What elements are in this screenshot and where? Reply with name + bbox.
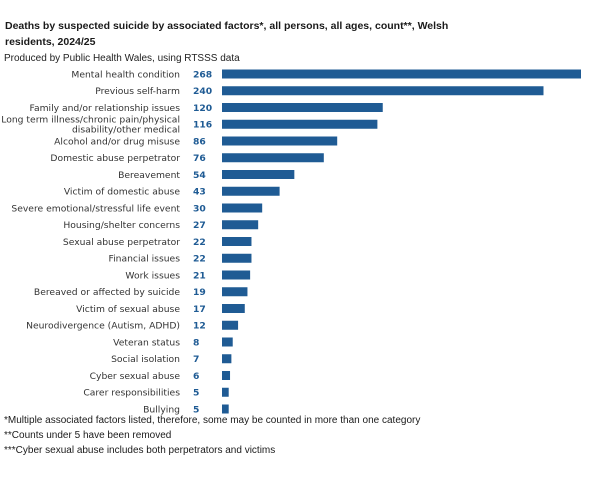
bar — [222, 103, 383, 112]
category-label: Carer responsibilities — [83, 388, 180, 399]
category-label: Sexual abuse perpetrator — [63, 237, 180, 248]
category-label: Cyber sexual abuse — [90, 371, 181, 382]
category-label: Social isolation — [111, 354, 180, 365]
footnote-multiple-factors: *Multiple associated factors listed, the… — [4, 415, 421, 426]
bar-row: Family and/or relationship issues 120 — [30, 103, 383, 114]
bar — [222, 371, 231, 380]
bar-row: Bereaved or affected by suicide 19 — [34, 287, 248, 298]
value-label: 120 — [193, 103, 212, 114]
bar-row: Housing/shelter concerns 27 — [63, 220, 259, 231]
value-label: 116 — [193, 120, 212, 131]
bar-row: Severe emotional/stressful life event 30 — [11, 203, 263, 214]
bar-row: Work issues 21 — [125, 270, 251, 281]
bar — [222, 337, 233, 347]
bar-row: Long term illness/chronic pain/physicald… — [1, 115, 378, 136]
bar-row: Mental health condition 268 — [71, 69, 581, 80]
category-label: Severe emotional/stressful life event — [11, 203, 180, 214]
value-label: 30 — [193, 203, 206, 214]
bar — [222, 153, 324, 163]
value-label: 27 — [193, 220, 206, 231]
category-label: Veteran status — [113, 337, 180, 348]
category-label: Neurodivergence (Autism, ADHD) — [26, 321, 180, 332]
category-label: Financial issues — [108, 254, 180, 265]
bar — [222, 354, 232, 364]
bar-row: Cyber sexual abuse 6 — [90, 371, 231, 382]
category-label: Long term illness/chronic pain/physical — [1, 115, 180, 126]
bar-row: Neurodivergence (Autism, ADHD) 12 — [26, 320, 239, 332]
category-label: Domestic abuse perpetrator — [50, 153, 180, 164]
bar — [222, 186, 280, 196]
value-label: 86 — [193, 136, 206, 147]
bar-row: Victim of domestic abuse 43 — [64, 187, 280, 198]
bar — [222, 86, 544, 96]
footnotes: *Multiple associated factors listed, the… — [4, 413, 420, 458]
category-label: Bereavement — [118, 170, 180, 181]
category-label: Previous self-harm — [95, 86, 180, 97]
footnote-counts-removed: **Counts under 5 have been removed — [4, 430, 172, 441]
bar-row: Carer responsibilities 5 — [83, 387, 229, 399]
bar — [222, 203, 263, 213]
bar — [222, 220, 259, 230]
bar — [222, 136, 338, 146]
value-label: 12 — [193, 321, 206, 332]
bar-row: Bereavement 54 — [118, 170, 295, 181]
category-label: Work issues — [125, 270, 180, 281]
chart-title: Deaths by suspected suicide by associate… — [5, 20, 449, 48]
category-label: Victim of sexual abuse — [76, 304, 180, 315]
category-label: Family and/or relationship issues — [30, 103, 181, 114]
bar-row: Sexual abuse perpetrator 22 — [63, 237, 252, 248]
value-label: 8 — [193, 337, 199, 348]
category-label: Mental health condition — [71, 69, 180, 80]
value-label: 19 — [193, 287, 206, 298]
value-label: 22 — [193, 254, 206, 265]
bar — [222, 170, 295, 179]
value-label: 5 — [193, 388, 199, 399]
value-label: 43 — [193, 187, 206, 198]
category-label: Housing/shelter concerns — [63, 220, 180, 231]
value-label: 7 — [193, 354, 199, 365]
bar-row: Victim of sexual abuse 17 — [76, 304, 245, 315]
bar — [222, 404, 229, 414]
value-label: 54 — [193, 170, 206, 181]
value-label: 17 — [193, 304, 206, 315]
bar — [222, 237, 252, 246]
bar-row: Financial issues 22 — [108, 253, 252, 265]
category-label: Bullying — [143, 404, 180, 415]
bar — [222, 304, 245, 313]
value-label: 21 — [193, 270, 206, 281]
value-label: 240 — [193, 86, 212, 97]
bar — [222, 119, 378, 129]
bar-row: Previous self-harm 240 — [95, 86, 544, 97]
value-label: 6 — [193, 371, 199, 382]
value-label: 5 — [193, 404, 199, 415]
category-label: Bereaved or affected by suicide — [34, 287, 180, 298]
bar-row: Veteran status 8 — [113, 337, 233, 348]
bar-row: Alcohol and/or drug misuse 86 — [54, 136, 338, 147]
category-label: disability/other medical — [72, 125, 180, 136]
bar-row: Domestic abuse perpetrator 76 — [50, 153, 324, 164]
bar — [222, 387, 229, 397]
value-label: 268 — [193, 69, 212, 80]
bar — [222, 270, 251, 280]
category-label: Alcohol and/or drug misuse — [54, 136, 180, 147]
value-label: 22 — [193, 237, 206, 248]
bar — [222, 69, 581, 79]
bar-row: Social isolation 7 — [111, 354, 232, 365]
bar — [222, 320, 239, 330]
bar — [222, 287, 248, 297]
bar-row: Bullying 5 — [143, 404, 229, 415]
bar — [222, 253, 252, 263]
value-label: 76 — [193, 153, 206, 164]
chart-subtitle: Produced by Public Health Wales, using R… — [4, 53, 240, 64]
footnote-cyber-abuse: ***Cyber sexual abuse includes both perp… — [4, 445, 276, 456]
category-label: Victim of domestic abuse — [64, 187, 181, 198]
